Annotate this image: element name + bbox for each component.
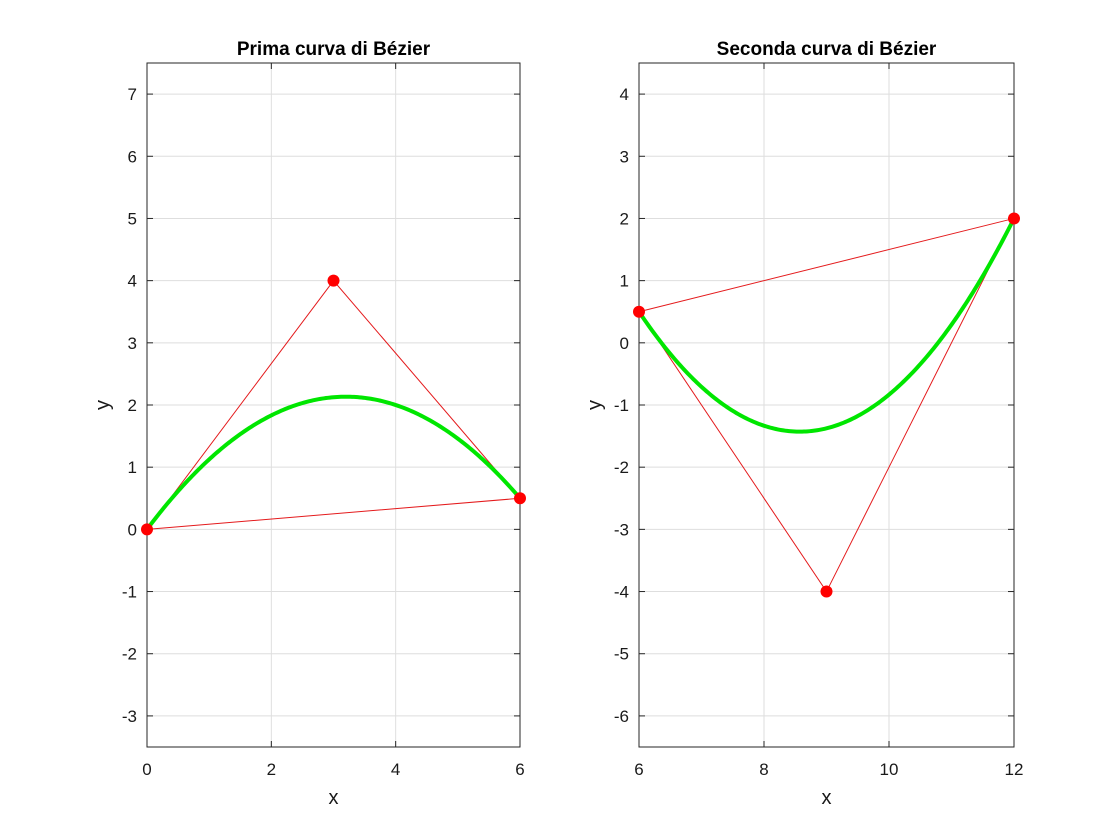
bezier-curve — [145, 394, 522, 531]
y-tick-label: -4 — [614, 583, 629, 602]
x-tick-label: 6 — [634, 760, 643, 779]
y-axis-label: y — [92, 400, 114, 410]
y-tick-label: 0 — [128, 520, 137, 539]
y-tick-label: 1 — [128, 458, 137, 477]
x-tick-label: 4 — [391, 760, 400, 779]
y-tick-label: 3 — [620, 147, 629, 166]
control-point-marker — [633, 305, 645, 318]
y-tick-label: -2 — [122, 645, 137, 664]
x-axis-label: x — [329, 787, 339, 809]
y-tick-label: -2 — [614, 458, 629, 477]
y-tick-label: 4 — [620, 85, 629, 104]
axes-box — [146, 62, 521, 748]
control-point-marker — [514, 492, 526, 505]
y-tick-label: 4 — [128, 272, 137, 291]
bezier-plot-1: 0 2 4 6 -3 -2 -1 0 1 2 3 4 5 6 7 Prima curva di Bézier x… — [92, 39, 526, 809]
y-tick-label: 2 — [128, 396, 137, 415]
chart-title: Prima curva di Bézier — [237, 39, 431, 60]
y-tick-label: -6 — [614, 707, 629, 726]
y-tick-label: 3 — [128, 334, 137, 353]
y-tick-label: 5 — [128, 209, 137, 228]
x-tick-label: 12 — [1005, 760, 1024, 779]
control-polygon — [638, 217, 1015, 593]
y-tick-label: -1 — [614, 396, 629, 415]
y-tick-label: 7 — [128, 85, 137, 104]
y-tick-label: -3 — [122, 707, 137, 726]
x-axis-label: x — [822, 787, 832, 809]
control-point-marker — [1008, 212, 1020, 225]
y-axis-label: y — [584, 400, 606, 410]
bezier-curve — [637, 217, 1016, 434]
x-tick-label: 8 — [759, 760, 768, 779]
x-tick-label: 10 — [880, 760, 899, 779]
x-tick-label: 6 — [515, 760, 524, 779]
control-polygon — [146, 279, 522, 530]
axes-box — [638, 62, 1015, 748]
y-tick-label: 0 — [620, 334, 629, 353]
x-tick-label: 0 — [142, 760, 151, 779]
plot-content — [633, 212, 1020, 598]
y-tick-label: -5 — [614, 645, 629, 664]
y-tick-label: 2 — [620, 209, 629, 228]
y-tick-label: 6 — [128, 147, 137, 166]
plot-content — [141, 274, 526, 536]
y-tick-label: 1 — [620, 272, 629, 291]
y-tick-label: -3 — [614, 520, 629, 539]
control-point-marker — [820, 585, 833, 598]
x-tick-label: 2 — [267, 760, 276, 779]
y-tick-label: -1 — [122, 583, 137, 602]
chart-title: Seconda curva di Bézier — [717, 39, 937, 60]
control-point-marker — [327, 274, 340, 287]
control-point-marker — [141, 523, 153, 536]
